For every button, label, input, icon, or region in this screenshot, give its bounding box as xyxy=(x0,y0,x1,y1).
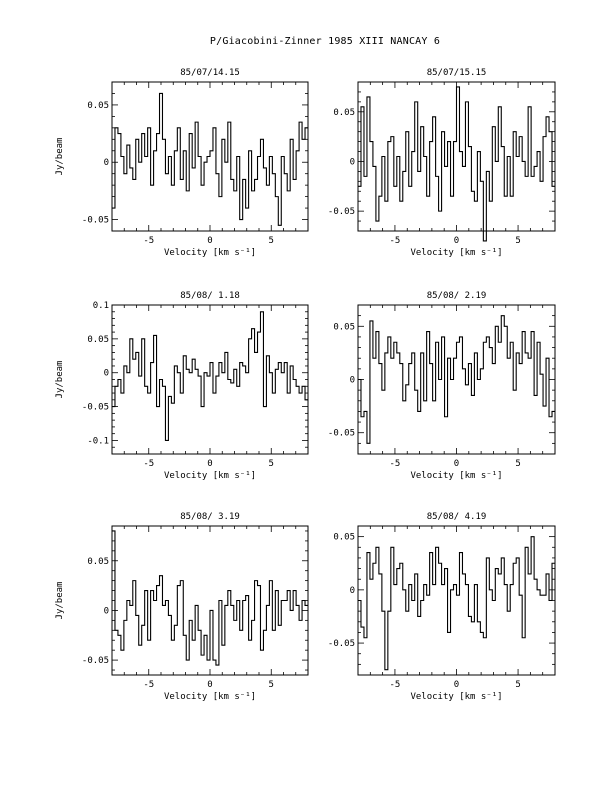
spectrum-series-line xyxy=(112,311,308,441)
y-tick-label: -0.1 xyxy=(87,436,109,446)
y-tick-label: 0 xyxy=(350,376,355,386)
chart-panel-3: -5 0 5 -0.1 -0.05 0 0.05 0.1 85/08/ 1.18 Velocity… xyxy=(55,291,309,481)
chart-title: 85/08/ 1.18 xyxy=(180,291,240,301)
x-tick-label: 0 xyxy=(207,680,212,690)
chart-panel-2: -5 0 5 -0.05 0 0.05 85/07/15.15 Velocity [km s⁻… xyxy=(328,68,556,258)
y-tick-label: -0.05 xyxy=(82,216,109,226)
x-axis-label: Velocity [km s⁻¹] xyxy=(410,692,502,702)
chart-panel-5: -5 0 5 -0.05 0 0.05 85/08/ 3.19 Velocity [km s⁻… xyxy=(55,512,309,702)
plot-frame xyxy=(357,304,556,455)
spectrum-series-line xyxy=(358,536,555,671)
x-tick-label: 5 xyxy=(515,236,520,246)
y-axis-label: Jy/beam xyxy=(55,138,65,176)
chart-panel-6: -5 0 5 -0.05 0 0.05 85/08/ 4.19 Velocity [km s⁻… xyxy=(328,512,556,702)
x-tick-label: 0 xyxy=(454,236,459,246)
x-tick-label: 5 xyxy=(515,459,520,469)
y-tick-label: 0.05 xyxy=(333,533,355,543)
y-tick-label: -0.05 xyxy=(328,639,355,649)
y-tick-label: 0.05 xyxy=(333,108,355,118)
x-tick-label: 0 xyxy=(454,459,459,469)
x-tick-label: -5 xyxy=(390,680,401,690)
x-tick-label: 5 xyxy=(269,236,274,246)
y-tick-label: -0.05 xyxy=(328,429,355,439)
chart-title: 85/08/ 4.19 xyxy=(427,512,487,522)
spectrum-series-line xyxy=(112,530,308,666)
x-tick-label: 0 xyxy=(207,459,212,469)
chart-title: 85/07/15.15 xyxy=(427,68,487,78)
chart-title: 85/08/ 2.19 xyxy=(427,291,487,301)
spectrum-series-line xyxy=(358,315,555,444)
y-tick-label: 0.05 xyxy=(333,322,355,332)
x-axis-label: Velocity [km s⁻¹] xyxy=(164,471,256,481)
spectrum-series-line xyxy=(358,86,555,242)
y-tick-label: 0 xyxy=(104,606,109,616)
x-axis-label: Velocity [km s⁻¹] xyxy=(164,692,256,702)
x-tick-label: -5 xyxy=(143,459,154,469)
x-tick-label: -5 xyxy=(390,236,401,246)
y-tick-label: -0.05 xyxy=(82,403,109,413)
x-tick-label: 5 xyxy=(515,680,520,690)
x-tick-label: -5 xyxy=(143,680,154,690)
y-tick-label: 0.05 xyxy=(87,557,109,567)
chart-panel-4: -5 0 5 -0.05 0 0.05 85/08/ 2.19 Velocity [km s⁻… xyxy=(328,291,556,481)
y-tick-label: -0.05 xyxy=(82,656,109,666)
x-axis-label: Velocity [km s⁻¹] xyxy=(164,248,256,258)
plot-frame xyxy=(111,304,309,455)
y-tick-label: 0.1 xyxy=(93,301,109,311)
chart-title: 85/08/ 3.19 xyxy=(180,512,240,522)
y-tick-label: 0.05 xyxy=(87,101,109,111)
x-tick-label: 0 xyxy=(454,680,459,690)
x-axis-label: Velocity [km s⁻¹] xyxy=(410,248,502,258)
y-tick-label: 0 xyxy=(350,157,355,167)
x-tick-label: 0 xyxy=(207,236,212,246)
page-title: P/Giacobini-Zinner 1985 XIII NANCAY 6 xyxy=(209,36,441,47)
x-tick-label: -5 xyxy=(390,459,401,469)
chart-title: 85/07/14.15 xyxy=(180,68,240,78)
chart-panel-1: -5 0 5 -0.05 0 0.05 85/07/14.15 Velocity [km s⁻… xyxy=(55,68,309,258)
x-tick-label: 5 xyxy=(269,680,274,690)
y-tick-label: 0.05 xyxy=(87,335,109,345)
x-tick-label: 5 xyxy=(269,459,274,469)
x-tick-label: -5 xyxy=(143,236,154,246)
spectrum-series-line xyxy=(112,92,308,226)
y-axis-label: Jy/beam xyxy=(55,582,65,620)
y-tick-label: -0.05 xyxy=(328,207,355,217)
y-tick-label: 0 xyxy=(104,158,109,168)
y-tick-label: 0 xyxy=(104,369,109,379)
y-tick-label: 0 xyxy=(350,586,355,596)
x-axis-label: Velocity [km s⁻¹] xyxy=(410,471,502,481)
y-axis-label: Jy/beam xyxy=(55,361,65,399)
